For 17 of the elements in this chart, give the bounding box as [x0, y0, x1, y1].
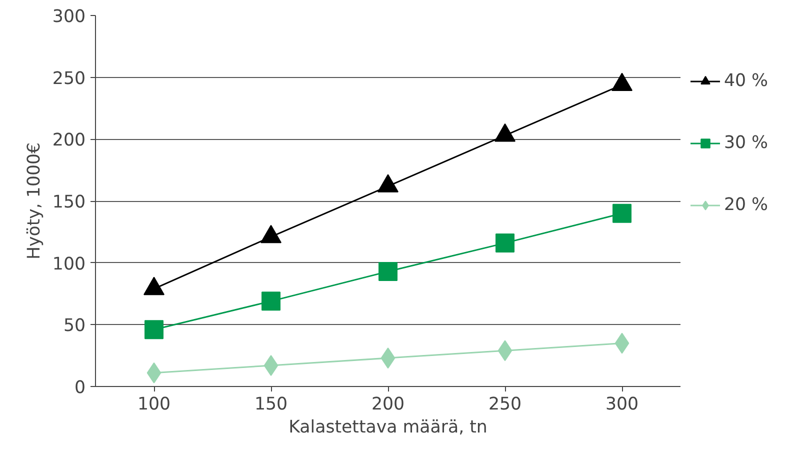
- y-tick-label: 250: [52, 68, 86, 89]
- y-tick-label: 100: [52, 254, 86, 274]
- legend-label: 30 %: [724, 133, 768, 153]
- x-tick-label: 200: [371, 394, 405, 414]
- x-tick-label: 300: [605, 394, 639, 414]
- y-axis-title: Hyöty, 1000€: [24, 142, 44, 260]
- y-tick-label: 300: [52, 7, 86, 27]
- x-tick-label: 100: [137, 394, 171, 414]
- y-tick-label: 50: [63, 316, 86, 336]
- x-tick-label: 250: [488, 394, 522, 414]
- y-tick-label: 150: [52, 192, 86, 212]
- legend-label: 40 %: [724, 71, 768, 91]
- x-axis-title: Kalastettava määrä, tn: [288, 418, 488, 438]
- y-tick-label: 0: [74, 378, 86, 398]
- y-tick-label: 200: [52, 130, 86, 151]
- legend-label: 20 %: [724, 195, 768, 215]
- x-tick-label: 150: [254, 394, 288, 414]
